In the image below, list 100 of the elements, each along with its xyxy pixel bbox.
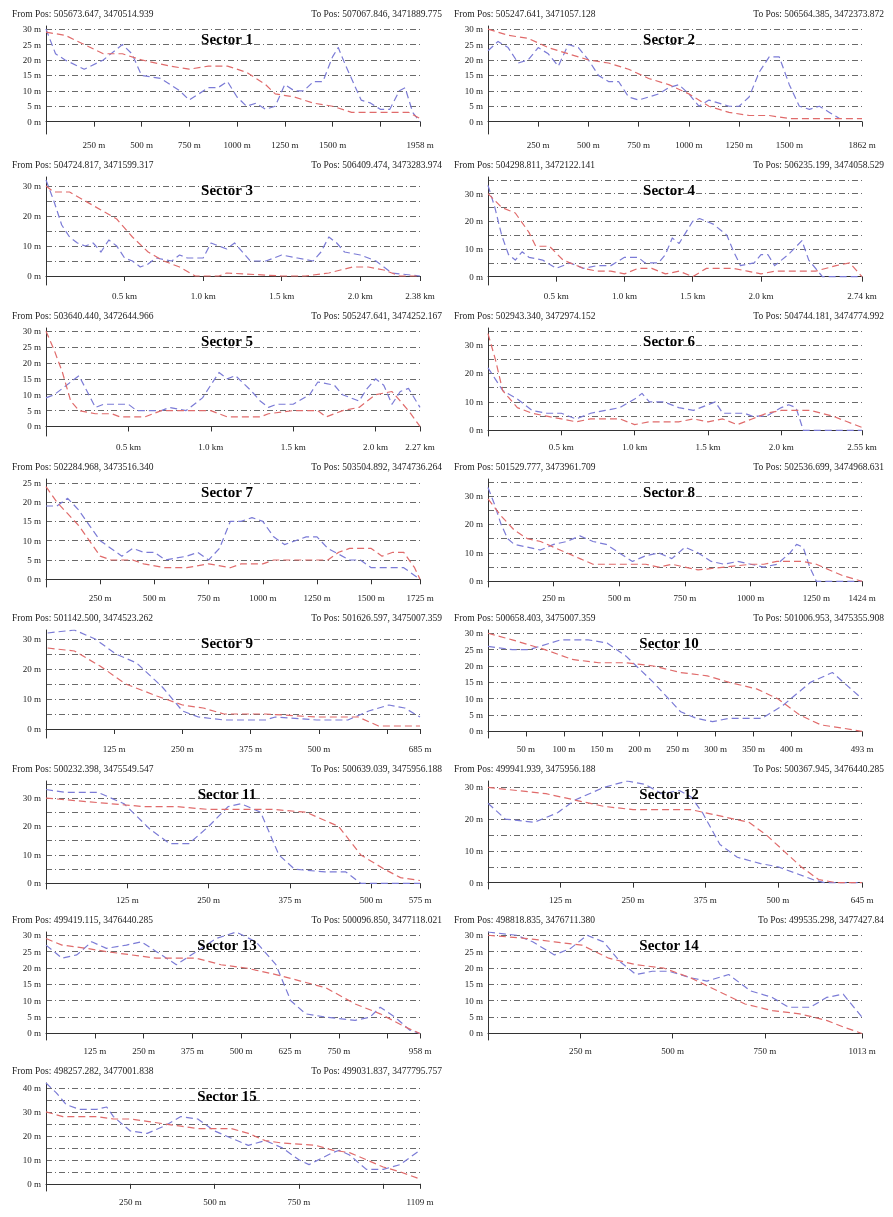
chart-title: Sector 5	[201, 332, 253, 349]
text: From Pos: 500658.403, 3475007.359	[454, 613, 596, 623]
y-tick-label: 15 m	[22, 516, 41, 527]
y-tick-label: 30 m	[464, 930, 483, 941]
y-tick-label: 20 m	[464, 519, 483, 530]
x-tick-label: 250 m	[132, 1045, 155, 1056]
x-tick-label: 375 m	[694, 894, 717, 905]
y-tick-label: 25 m	[464, 39, 483, 50]
text: From Pos: 503640.440, 3472644.966	[12, 311, 154, 321]
x-tick-label: 2.0 km	[748, 290, 774, 301]
text: From Pos: 505673.647, 3470514.939	[12, 9, 154, 19]
x-tick-label: 500 m	[130, 139, 153, 150]
y-tick-label: 30 m	[464, 628, 483, 639]
y-tick-label: 10 m	[22, 694, 41, 704]
x-tick-label: 2.27 km	[405, 441, 435, 452]
x-tick-label: 375 m	[239, 743, 263, 754]
y-tick-label: 0 m	[469, 1028, 483, 1039]
y-tick-label: 5 m	[469, 710, 483, 721]
text: From Pos: 499419.115, 3476440.285	[12, 915, 154, 925]
x-tick-label: 300 m	[704, 743, 727, 754]
x-tick-label: 750 m	[287, 1196, 311, 1207]
y-tick-label: 10 m	[464, 845, 483, 856]
x-tick-label: 1.5 km	[280, 441, 306, 452]
text: To Pos: 507067.846, 3471889.775	[311, 9, 443, 19]
text: From Pos: 504724.817, 3471599.317	[12, 160, 154, 170]
text: To Pos: 500367.945, 3476440.285	[753, 764, 885, 774]
text: To Pos: 503504.892, 3474736.264	[311, 462, 443, 472]
chart-title: Sector 3	[201, 181, 253, 198]
text: From Pos: 498818.835, 3476711.380	[454, 915, 596, 925]
text: From Pos: 502943.340, 3472974.152	[454, 311, 596, 321]
y-tick-label: 5 m	[27, 101, 41, 112]
line-series	[45, 330, 421, 428]
y-tick-label: 25 m	[22, 342, 41, 353]
y-tick-label: 10 m	[22, 849, 41, 860]
y-tick-label: 0 m	[27, 1178, 41, 1189]
x-tick-label: 685 m	[408, 743, 432, 754]
y-tick-label: 20 m	[22, 821, 41, 832]
x-tick-label: 1250 m	[271, 139, 299, 150]
x-tick-label: 750 m	[327, 1045, 351, 1056]
x-tick-label: 1.5 km	[695, 441, 721, 452]
y-tick-label: 10 m	[464, 547, 483, 558]
y-tick-label: 20 m	[22, 664, 41, 674]
y-tick-label: 0 m	[27, 421, 41, 432]
x-tick-label: 2.38 km	[405, 290, 435, 301]
x-tick-label: 500 m	[203, 1196, 226, 1207]
y-tick-label: 10 m	[464, 693, 483, 704]
y-tick-label: 30 m	[464, 782, 483, 793]
text: To Pos: 506235.199, 3474058.529	[753, 160, 885, 170]
text: To Pos: 501626.597, 3475007.359	[311, 613, 443, 623]
chart-title: Sector 13	[197, 936, 257, 953]
y-tick-label: 15 m	[22, 70, 41, 81]
x-tick-label: 250 m	[88, 592, 112, 603]
y-tick-label: 25 m	[22, 39, 41, 50]
text: To Pos: 506564.385, 3472373.872	[753, 9, 885, 19]
y-tick-label: 20 m	[22, 1130, 41, 1141]
x-tick-label: 200 m	[628, 743, 652, 754]
text: To Pos: 499031.837, 3477795.757	[311, 1066, 443, 1076]
chart-title: Sector 8	[643, 483, 695, 500]
text: To Pos: 505247.641, 3474252.167	[311, 311, 443, 321]
x-tick-label: 750 m	[753, 1045, 777, 1056]
y-tick-label: 20 m	[464, 814, 483, 825]
x-tick-label: 1.0 km	[198, 441, 224, 452]
x-tick-label: 750 m	[197, 592, 220, 603]
y-tick-label: 30 m	[464, 24, 483, 35]
text: To Pos: 506409.474, 3473283.974	[311, 160, 443, 170]
x-tick-label: 1.0 km	[190, 290, 216, 301]
x-tick-label: 350 m	[742, 743, 765, 754]
line-series	[45, 371, 421, 412]
y-tick-label: 20 m	[22, 963, 41, 973]
x-tick-label: 958 m	[408, 1045, 432, 1056]
x-tick-label: 493 m	[850, 743, 874, 754]
y-tick-label: 30 m	[22, 181, 41, 191]
text: To Pos: 501006.953, 3475355.908	[753, 613, 885, 623]
chart-title: Sector 10	[639, 634, 699, 651]
text: From Pos: 499941.939, 3475956.188	[454, 764, 596, 774]
x-tick-label: 375 m	[181, 1045, 204, 1056]
text: From Pos: 502284.968, 3473516.340	[12, 462, 154, 472]
x-tick-label: 500 m	[143, 592, 166, 603]
chart-title: Sector 12	[639, 785, 699, 802]
y-tick-label: 15 m	[464, 979, 483, 990]
chart-title: Sector 7	[201, 483, 254, 500]
y-tick-label: 0 m	[27, 574, 41, 585]
x-tick-label: 0.5 km	[548, 441, 574, 452]
x-tick-label: 0.5 km	[112, 290, 138, 301]
x-tick-label: 575 m	[408, 894, 432, 905]
y-tick-label: 10 m	[464, 244, 483, 254]
x-tick-label: 125 m	[102, 743, 126, 754]
y-tick-label: 0 m	[469, 116, 483, 127]
y-tick-label: 30 m	[464, 188, 483, 199]
x-tick-label: 2.0 km	[363, 441, 389, 452]
x-tick-label: 2.74 km	[847, 290, 877, 301]
x-tick-label: 100 m	[552, 743, 576, 754]
y-tick-label: 0 m	[469, 576, 483, 587]
x-tick-label: 250 m	[568, 1045, 592, 1056]
x-tick-label: 500 m	[359, 894, 383, 905]
x-tick-label: 250 m	[82, 139, 106, 150]
y-tick-label: 0 m	[469, 425, 483, 436]
y-tick-label: 5 m	[469, 1012, 483, 1023]
x-tick-label: 1.5 km	[269, 290, 295, 301]
text: To Pos: 504744.181, 3474774.992	[753, 311, 885, 321]
